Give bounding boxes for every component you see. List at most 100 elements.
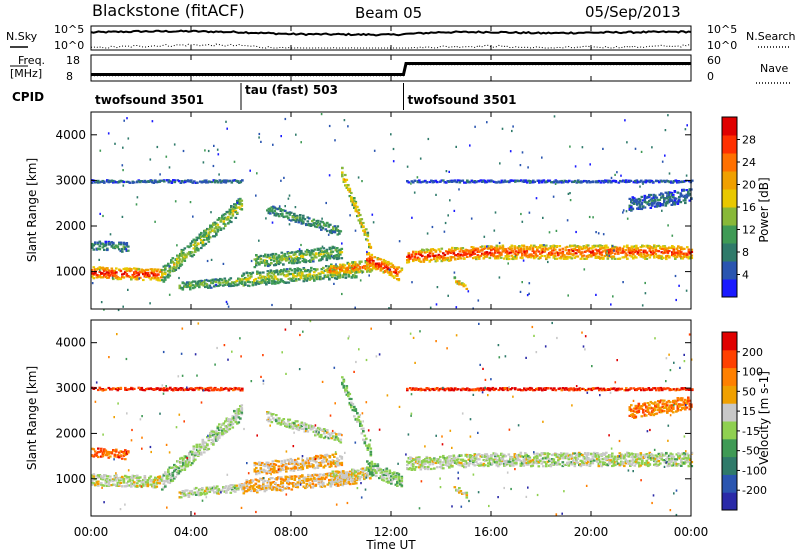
range-time-cell	[542, 179, 546, 182]
range-time-cell	[91, 181, 94, 184]
range-time-cell	[204, 490, 207, 493]
range-time-cell	[254, 283, 258, 286]
range-time-cell	[434, 254, 438, 257]
range-time-cell	[193, 487, 197, 490]
range-time-cell	[639, 249, 643, 252]
range-time-cell	[221, 431, 224, 434]
range-time-cell	[375, 265, 378, 269]
range-time-cell	[359, 213, 362, 217]
range-time-cell	[656, 245, 659, 248]
range-time-cell	[472, 180, 475, 184]
range-time-cell	[514, 180, 517, 183]
range-time-cell	[188, 452, 191, 455]
range-time-cell	[664, 180, 667, 184]
range-time-cell	[112, 179, 115, 183]
range-time-cell	[173, 143, 176, 146]
range-time-cell	[495, 255, 499, 258]
range-time-cell	[274, 282, 277, 285]
range-time-cell	[513, 246, 517, 249]
range-time-cell	[308, 482, 312, 485]
range-time-cell	[256, 479, 259, 482]
range-time-cell	[494, 249, 497, 252]
range-time-cell	[167, 264, 170, 267]
range-time-cell	[292, 484, 295, 487]
range-time-cell	[326, 229, 329, 233]
range-time-cell	[236, 201, 239, 204]
range-time-cell	[270, 258, 273, 262]
range-time-cell	[682, 195, 686, 198]
range-time-cell	[410, 255, 414, 258]
range-time-cell	[500, 256, 503, 259]
range-time-cell	[536, 249, 539, 252]
range-time-cell	[274, 280, 277, 283]
range-time-cell	[233, 205, 236, 208]
range-time-cell	[155, 270, 159, 273]
range-time-cell	[98, 450, 102, 453]
range-time-cell	[609, 249, 613, 252]
range-time-cell	[207, 149, 210, 153]
range-time-cell	[242, 284, 246, 287]
range-time-cell	[148, 180, 151, 183]
range-time-cell	[194, 242, 197, 245]
range-time-cell	[192, 238, 196, 242]
range-time-cell	[503, 180, 507, 183]
range-time-cell	[554, 257, 557, 260]
range-time-cell	[110, 478, 114, 481]
range-time-cell	[251, 284, 255, 287]
range-time-cell	[157, 475, 160, 479]
range-time-cell	[662, 245, 665, 248]
range-time-cell	[155, 180, 159, 183]
range-time-cell	[143, 273, 147, 276]
range-time-cell	[338, 276, 342, 279]
range-time-cell	[234, 204, 238, 208]
range-time-cell	[127, 180, 130, 183]
range-time-cell	[670, 203, 674, 206]
range-time-cell	[327, 223, 331, 226]
range-time-cell	[672, 196, 675, 199]
range-time-cell	[130, 482, 133, 485]
range-time-cell	[158, 475, 162, 478]
range-time-cell	[351, 264, 354, 267]
range-time-cell	[222, 428, 226, 431]
range-time-cell	[669, 191, 672, 194]
range-time-cell	[463, 181, 466, 184]
range-time-cell	[172, 179, 175, 182]
range-time-cell	[550, 181, 553, 184]
range-time-cell	[678, 196, 681, 199]
range-time-cell	[626, 244, 629, 247]
range-time-cell	[337, 273, 341, 276]
range-time-cell	[460, 257, 463, 260]
range-time-cell	[353, 274, 357, 277]
range-time-cell	[304, 253, 308, 256]
range-time-cell	[284, 479, 288, 482]
range-time-cell	[484, 179, 487, 182]
range-time-cell	[671, 245, 674, 248]
range-time-cell	[667, 198, 671, 202]
range-time-cell	[332, 230, 335, 233]
range-time-cell	[320, 482, 324, 485]
range-time-cell	[259, 261, 263, 264]
range-time-cell	[198, 283, 201, 286]
range-time-cell	[253, 468, 257, 471]
range-time-cell	[606, 257, 610, 260]
range-time-cell	[532, 181, 535, 184]
range-time-cell	[361, 271, 363, 274]
range-time-cell	[330, 247, 333, 250]
range-time-cell	[594, 256, 598, 259]
range-time-cell	[304, 486, 307, 490]
range-time-cell	[323, 473, 327, 476]
range-time-cell	[573, 244, 577, 247]
range-time-cell	[687, 257, 691, 260]
range-time-cell	[298, 268, 301, 271]
range-time-cell	[319, 478, 322, 481]
range-time-cell	[309, 260, 312, 263]
range-time-cell	[182, 463, 185, 467]
range-time-cell	[366, 231, 370, 234]
range-time-cell	[234, 487, 237, 490]
range-time-cell	[207, 237, 211, 240]
range-time-cell	[640, 203, 644, 206]
range-time-cell	[247, 274, 250, 277]
range-time-cell	[552, 249, 556, 252]
range-time-cell	[176, 258, 179, 261]
range-time-cell	[581, 251, 584, 254]
